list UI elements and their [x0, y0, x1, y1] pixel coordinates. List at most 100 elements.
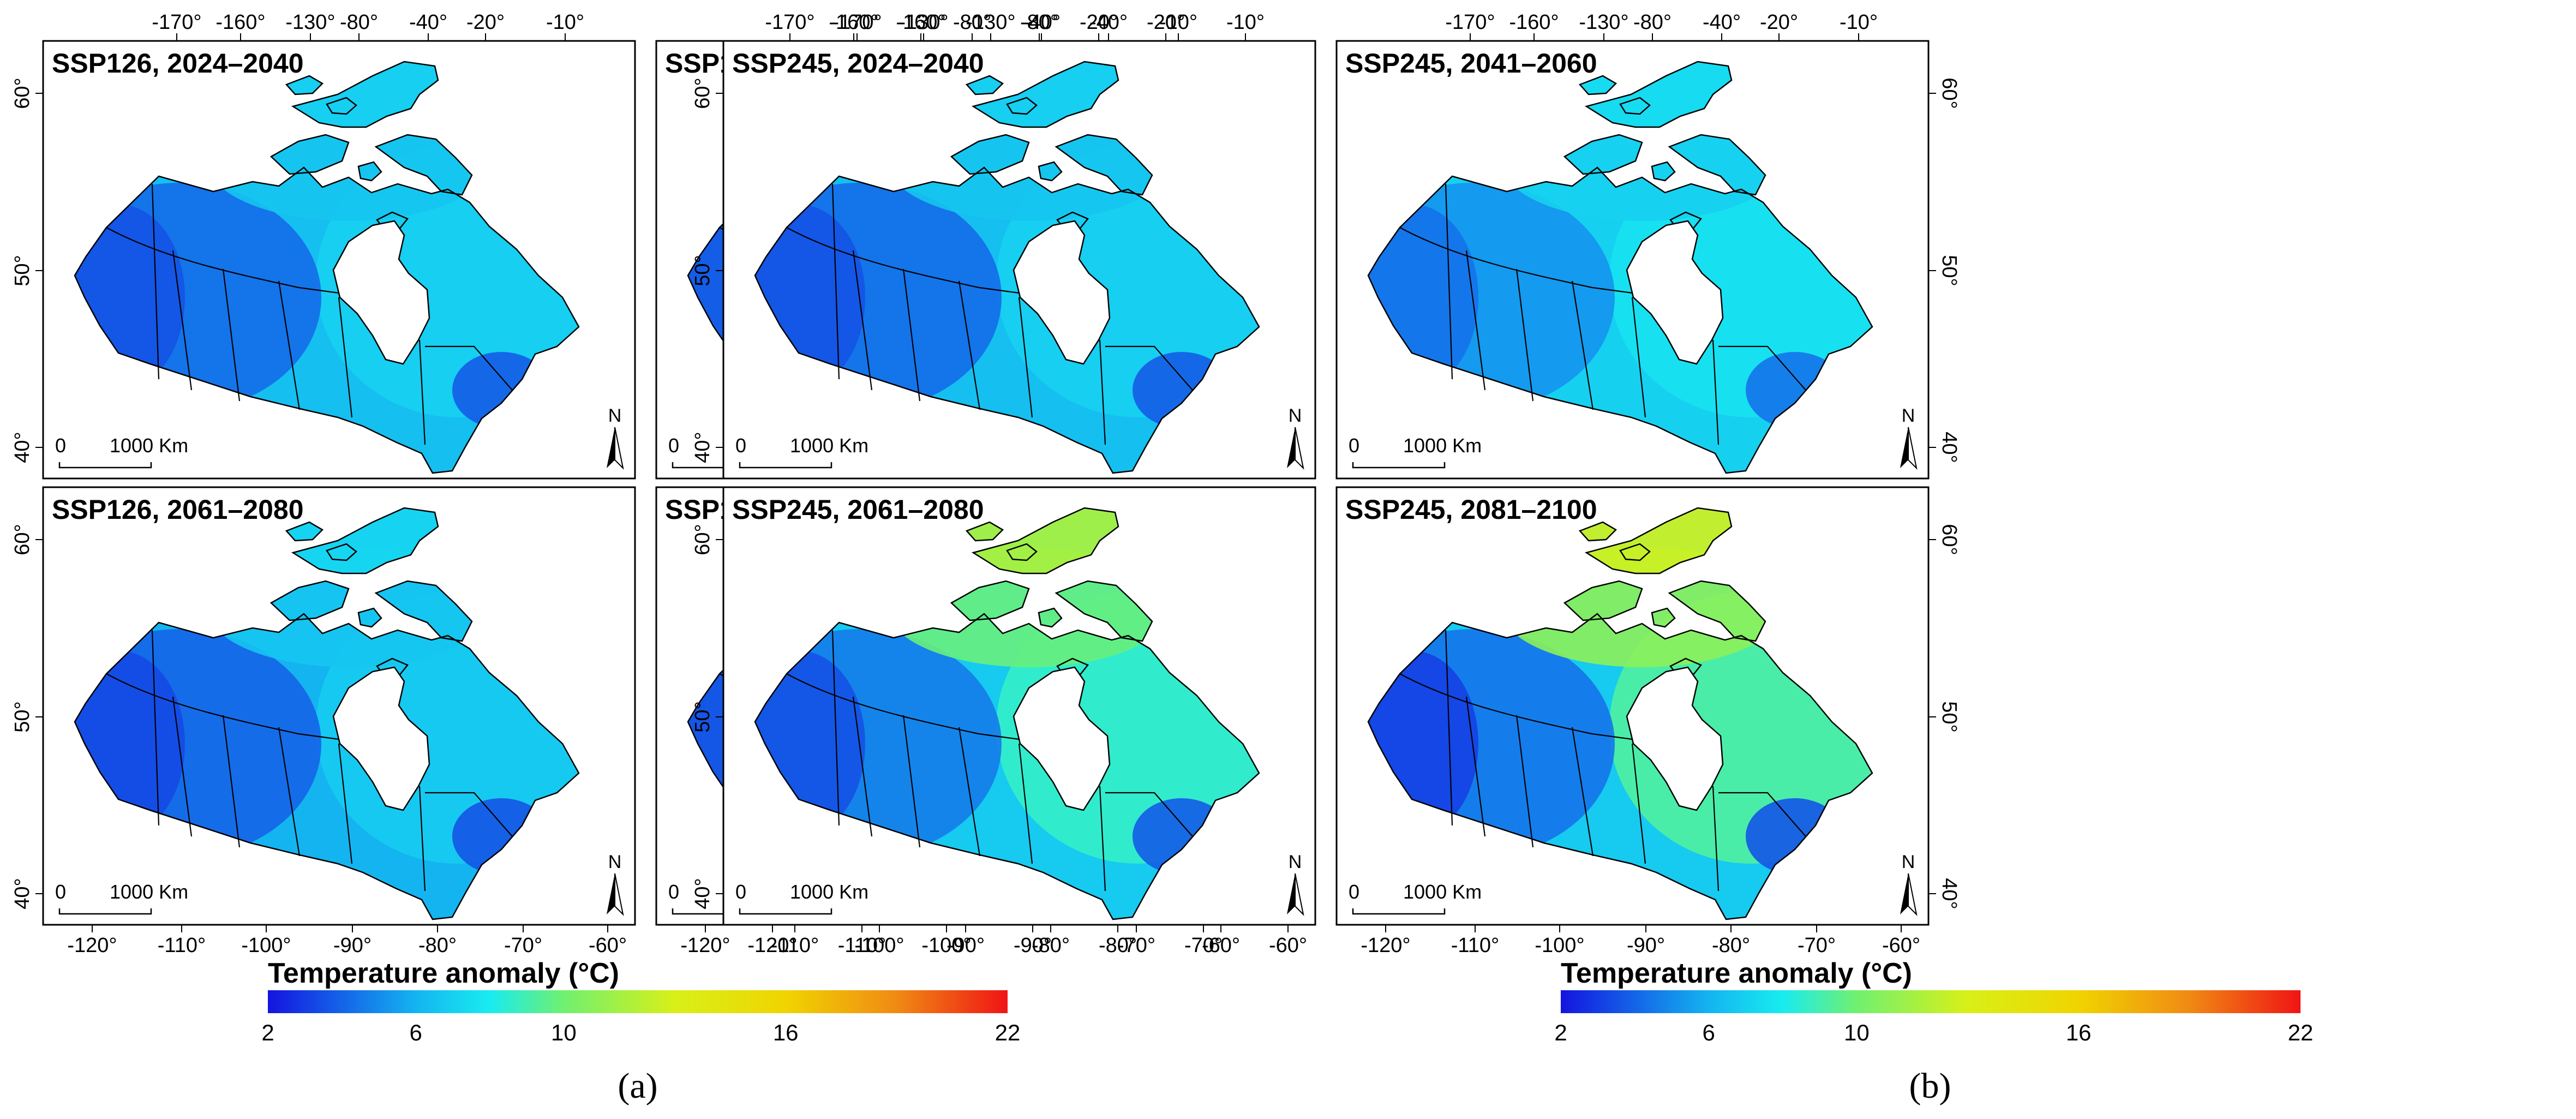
- north-arrow-icon: N: [1287, 852, 1304, 917]
- island-outline: [285, 521, 324, 542]
- province-border: [831, 183, 840, 380]
- coastline: [74, 166, 580, 474]
- longitude-label-top: -20°: [1147, 11, 1185, 34]
- longitude-label-top: -160°: [896, 11, 945, 34]
- north-label: N: [608, 405, 622, 426]
- longitude-label-top: -130°: [966, 11, 1015, 34]
- island-outline: [1006, 543, 1038, 561]
- scale-bar: 0 1000 Km: [735, 434, 868, 469]
- latitude-label-right: 50°: [1938, 701, 1961, 732]
- province-border: [222, 715, 241, 848]
- colorbar-tick-label: 10: [1844, 1020, 1870, 1045]
- island-outline: [1563, 580, 1643, 621]
- panel-title: SSP126, 2061–2080: [52, 494, 304, 525]
- colorbar-tick-label: 22: [995, 1020, 1021, 1045]
- latitude-label-left: 50°: [691, 255, 714, 286]
- longitude-label-bottom: -80°: [1099, 934, 1137, 957]
- coastline: [1367, 613, 1873, 920]
- longitude-label-bottom: -90°: [1014, 934, 1052, 957]
- latitude-label-left: 60°: [691, 524, 714, 555]
- island-outline: [950, 134, 1030, 175]
- north-arrow-icon: N: [607, 852, 624, 917]
- province-border: [958, 280, 981, 410]
- north-label: N: [1289, 852, 1302, 872]
- latitude-label-left: 40°: [11, 432, 34, 463]
- longitude-label-top: -40°: [1703, 11, 1741, 34]
- island-outline: [326, 543, 357, 561]
- longitude-label-top: -160°: [215, 11, 265, 34]
- province-border: [418, 786, 426, 891]
- latitude-label-left: 50°: [11, 255, 34, 286]
- scale-bar: 0 1000 Km: [1349, 881, 1482, 915]
- province-border: [1465, 696, 1486, 837]
- longitude-label-top: -20°: [1760, 11, 1798, 34]
- island-outline: [1584, 61, 1733, 128]
- longitude-label-top: -10°: [1840, 11, 1878, 34]
- scale-bar-end: 1000 Km: [790, 881, 868, 903]
- longitude-label-bottom: -60°: [1269, 934, 1307, 957]
- scale-bar-line: [58, 908, 152, 915]
- province-border: [1105, 345, 1193, 391]
- province-border: [1718, 345, 1806, 391]
- island-outline: [971, 507, 1119, 575]
- island-outline: [1038, 161, 1063, 182]
- island-outline: [357, 607, 382, 628]
- hudson-bay: [1626, 666, 1724, 811]
- scale-bar-end: 1000 Km: [790, 434, 868, 457]
- longitude-label-top: -170°: [832, 11, 882, 34]
- north-arrow-left: [1900, 427, 1908, 468]
- subfigure-labels: (a) (b): [618, 1066, 1951, 1106]
- north-arrow-left: [1287, 427, 1295, 468]
- province-border: [222, 268, 241, 402]
- longitude-label-top: -20°: [1080, 11, 1118, 34]
- latitude-label-left: 40°: [11, 878, 34, 909]
- colorbar-tick-label: 16: [773, 1020, 799, 1045]
- scale-bar-line: [739, 908, 832, 915]
- coastline: [74, 613, 580, 920]
- island-outline: [965, 521, 1004, 542]
- longitude-label-bottom: -70°: [1798, 934, 1836, 957]
- latitude-label-left: 60°: [691, 77, 714, 109]
- coastline: [754, 613, 1260, 920]
- subfigure-label-a: (a): [618, 1066, 657, 1106]
- province-border: [1465, 250, 1486, 391]
- longitude-label-bottom: -120°: [680, 934, 730, 957]
- longitude-label-top: -170°: [152, 11, 201, 34]
- map-panel: SSP245, 2081–2100 0 1000 Km N -120° -110° -100…: [1335, 486, 1961, 957]
- scale-bar-line: [1352, 908, 1446, 915]
- island-outline: [1578, 75, 1618, 95]
- colorbar: Temperature anomaly (°C) 2 6 10 16 22: [261, 958, 1020, 1045]
- longitude-label-top: -160°: [1509, 11, 1559, 34]
- latitude-label-right: 50°: [1938, 255, 1961, 286]
- longitude-label-top: -130°: [1579, 11, 1628, 34]
- scale-bar: 0 1000 Km: [1349, 434, 1482, 469]
- longitude-label-bottom: -80°: [418, 934, 457, 957]
- scale-bar-start: 0: [55, 881, 66, 903]
- island-outline: [285, 75, 324, 95]
- colorbar-tick-label: 16: [2066, 1020, 2092, 1045]
- scale-bar-end: 1000 Km: [110, 434, 188, 457]
- longitude-label-bottom: -90°: [333, 934, 372, 957]
- island-outline: [1619, 97, 1651, 115]
- colorbars: Temperature anomaly (°C)2 6 10 16 22Temperat…: [261, 958, 2313, 1045]
- panel-title: SSP245, 2081–2100: [1345, 494, 1597, 525]
- longitude-label-top: -80°: [953, 11, 991, 34]
- province-border: [418, 339, 426, 445]
- province-border: [1018, 297, 1033, 418]
- scale-bar-start: 0: [668, 434, 679, 457]
- longitude-label-bottom: -60°: [1202, 934, 1240, 957]
- north-arrow-left: [1900, 873, 1908, 914]
- scale-bar-end: 1000 Km: [1403, 881, 1482, 903]
- north-arrow-left: [1287, 873, 1295, 914]
- province-border: [1712, 339, 1720, 445]
- colorbar-title: Temperature anomaly (°C): [1561, 958, 1912, 989]
- island-outline: [1619, 543, 1651, 561]
- province-border: [1515, 268, 1534, 402]
- hudson-bay: [332, 220, 430, 365]
- longitude-label-bottom: -120°: [1361, 934, 1410, 957]
- north-label: N: [1902, 405, 1915, 426]
- island-outline: [971, 61, 1119, 128]
- map-panel: SSP245, 2041–2060 0 1000 Km N -170° -160° -130…: [1335, 11, 1961, 480]
